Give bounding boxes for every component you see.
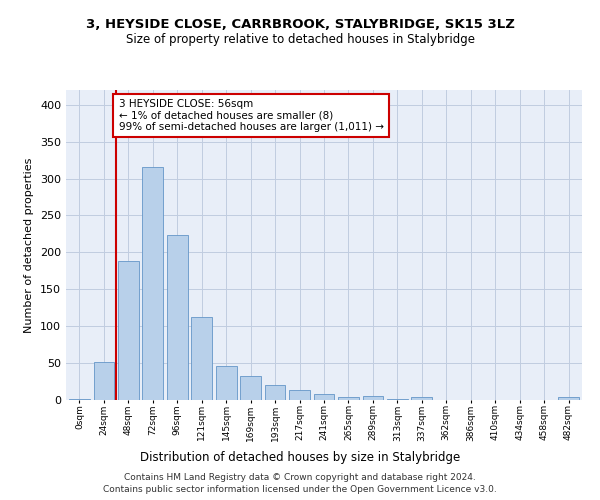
Y-axis label: Number of detached properties: Number of detached properties — [25, 158, 34, 332]
Bar — [338, 397, 359, 400]
Bar — [387, 398, 408, 400]
Bar — [314, 394, 334, 400]
Bar — [216, 366, 236, 400]
Bar — [289, 390, 310, 400]
Bar — [94, 362, 114, 400]
Text: 3, HEYSIDE CLOSE, CARRBROOK, STALYBRIDGE, SK15 3LZ: 3, HEYSIDE CLOSE, CARRBROOK, STALYBRIDGE… — [86, 18, 514, 30]
Bar — [362, 396, 383, 400]
Bar — [412, 397, 432, 400]
Bar — [558, 397, 579, 400]
Bar — [142, 168, 163, 400]
Bar — [240, 376, 261, 400]
Bar — [265, 385, 286, 400]
Text: Size of property relative to detached houses in Stalybridge: Size of property relative to detached ho… — [125, 32, 475, 46]
Bar — [69, 398, 90, 400]
Text: 3 HEYSIDE CLOSE: 56sqm
← 1% of detached houses are smaller (8)
99% of semi-detac: 3 HEYSIDE CLOSE: 56sqm ← 1% of detached … — [119, 99, 383, 132]
Text: Contains HM Land Registry data © Crown copyright and database right 2024.: Contains HM Land Registry data © Crown c… — [124, 474, 476, 482]
Bar — [118, 261, 139, 400]
Text: Distribution of detached houses by size in Stalybridge: Distribution of detached houses by size … — [140, 451, 460, 464]
Bar — [167, 234, 188, 400]
Bar — [191, 316, 212, 400]
Text: Contains public sector information licensed under the Open Government Licence v3: Contains public sector information licen… — [103, 485, 497, 494]
